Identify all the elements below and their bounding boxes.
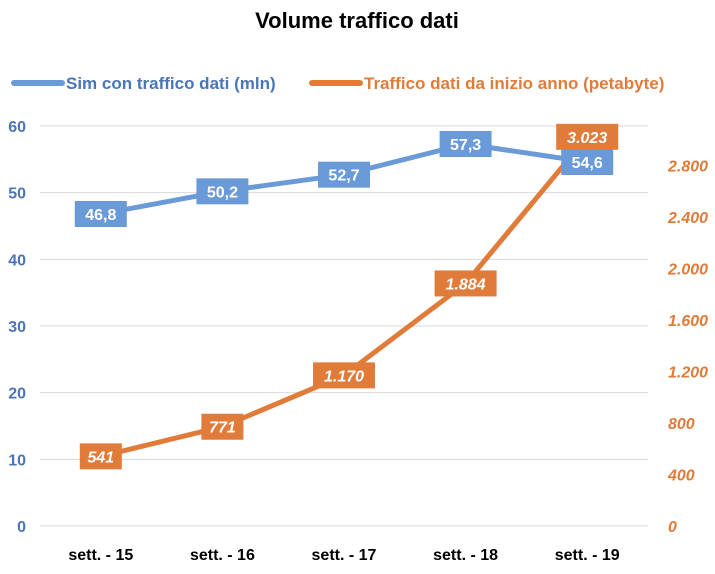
right-tick-label: 0 bbox=[668, 519, 677, 536]
x-tick-label: sett. - 17 bbox=[312, 547, 377, 564]
x-tick-label: sett. - 18 bbox=[433, 547, 498, 564]
x-tick-label: sett. - 19 bbox=[555, 547, 620, 564]
data-label: 54,6 bbox=[561, 149, 614, 175]
right-tick-label: 400 bbox=[667, 468, 695, 485]
data-label: 46,8 bbox=[74, 201, 127, 227]
x-tick-label: sett. - 15 bbox=[68, 547, 133, 564]
data-label: 1.170 bbox=[313, 362, 375, 389]
right-tick-label: 2.000 bbox=[667, 262, 708, 279]
left-tick-label: 20 bbox=[8, 386, 26, 403]
right-tick-label: 2.800 bbox=[667, 159, 708, 176]
data-point-marker bbox=[318, 161, 370, 188]
data-label-text: 1.170 bbox=[324, 368, 364, 385]
left-tick-label: 30 bbox=[8, 319, 26, 336]
right-tick-label: 800 bbox=[668, 416, 695, 433]
data-label: 50,2 bbox=[196, 178, 249, 205]
data-label-text: 50,2 bbox=[207, 184, 238, 201]
left-tick-label: 50 bbox=[8, 186, 26, 203]
data-point-marker bbox=[313, 362, 375, 389]
left-tick-label: 40 bbox=[8, 252, 26, 269]
data-label-text: 771 bbox=[209, 420, 236, 437]
legend: Sim con traffico dati (mln) Traffico dat… bbox=[11, 74, 664, 93]
data-label: 57,3 bbox=[439, 131, 492, 157]
data-label-text: 1.884 bbox=[446, 276, 486, 293]
data-point-marker bbox=[561, 149, 614, 175]
data-label: 3.023 bbox=[556, 123, 619, 150]
data-label-text: 541 bbox=[87, 449, 114, 466]
data-point-marker bbox=[201, 413, 244, 440]
data-label: 52,7 bbox=[318, 161, 370, 188]
left-tick-label: 60 bbox=[8, 119, 26, 136]
right-tick-label: 1.200 bbox=[668, 365, 708, 382]
data-label: 541 bbox=[79, 443, 122, 470]
data-label: 771 bbox=[201, 413, 244, 440]
data-point-marker bbox=[74, 201, 127, 227]
left-tick-label: 10 bbox=[8, 452, 26, 469]
legend-label-traffico: Traffico dati da inizio anno (petabyte) bbox=[364, 74, 664, 93]
x-tick-label: sett. - 16 bbox=[190, 547, 255, 564]
right-axis-ticks: 0 400 800 1.200 1.600 2.000 2.400 2.800 bbox=[667, 159, 708, 537]
data-point-marker bbox=[439, 131, 492, 157]
right-tick-label: 2.400 bbox=[667, 210, 708, 227]
data-label-text: 54,6 bbox=[572, 155, 603, 172]
legend-label-sim: Sim con traffico dati (mln) bbox=[66, 74, 276, 93]
data-label-text: 46,8 bbox=[85, 207, 116, 224]
left-axis-ticks: 0 10 20 30 40 50 60 bbox=[8, 119, 26, 536]
data-label-text: 57,3 bbox=[450, 137, 481, 154]
chart-title: Volume traffico dati bbox=[255, 8, 459, 33]
data-labels: 46,8 50,2 52,7 57,3 54,6 541 771 1.170 1.884 3.02… bbox=[74, 123, 619, 470]
x-axis-ticks: sett. - 15 sett. - 16 sett. - 17 sett. - 18… bbox=[68, 547, 619, 564]
data-point-marker bbox=[79, 443, 122, 470]
data-point-marker bbox=[556, 123, 619, 150]
data-label-text: 52,7 bbox=[328, 168, 359, 185]
data-label: 1.884 bbox=[434, 270, 497, 297]
right-tick-label: 1.600 bbox=[668, 313, 708, 330]
data-point-marker bbox=[196, 178, 249, 205]
data-label-text: 3.023 bbox=[567, 130, 607, 147]
gridlines bbox=[40, 125, 648, 527]
data-point-marker bbox=[434, 270, 497, 297]
left-tick-label: 0 bbox=[17, 519, 26, 536]
